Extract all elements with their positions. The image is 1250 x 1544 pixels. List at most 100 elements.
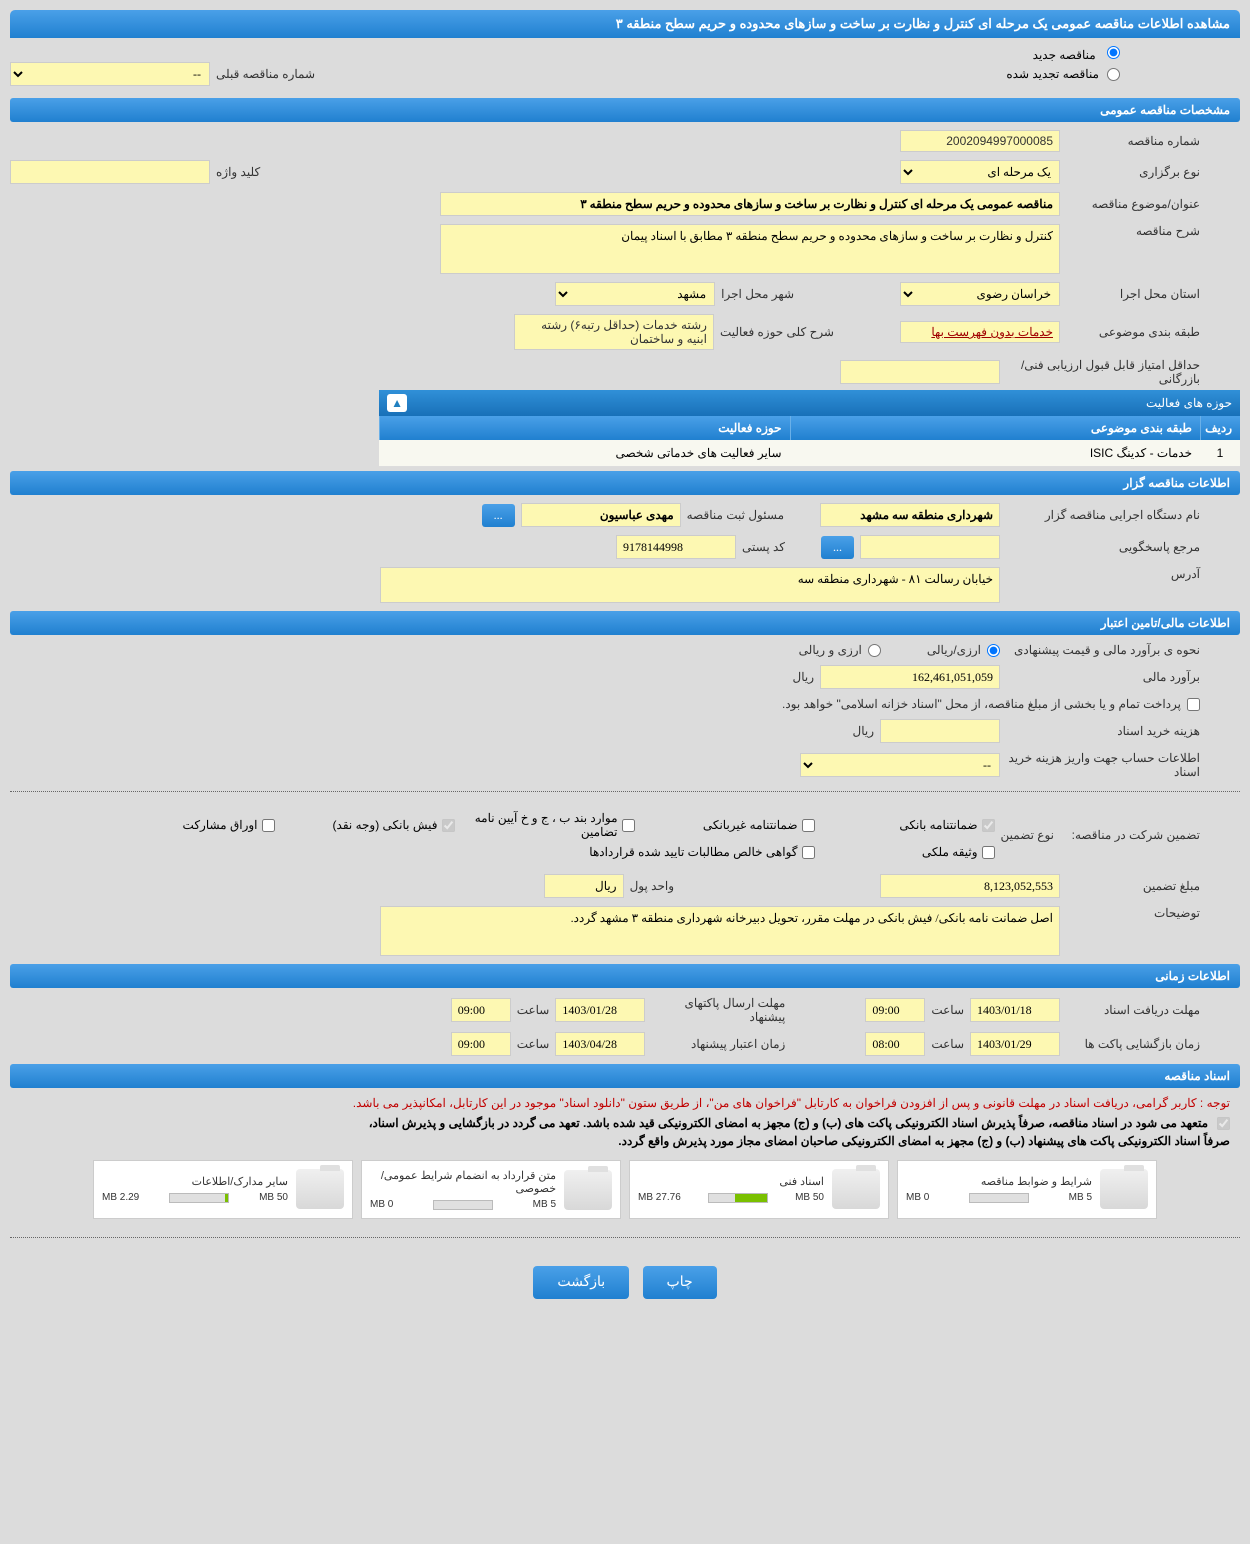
activity-general-label: شرح کلی حوزه فعالیت [714,325,840,339]
city-select[interactable]: مشهد [555,282,715,306]
table-row: 1 خدمات - کدینگ ISIC سایر فعالیت های خدم… [379,440,1240,467]
reg-officer-input[interactable] [521,503,681,527]
file-progress [169,1193,229,1203]
file-grid: شرایط و ضوابط مناقصه 5 MB 0 MB اسناد فنی… [10,1150,1240,1229]
open-time[interactable] [865,1032,925,1056]
file-card[interactable]: شرایط و ضوابط مناقصه 5 MB 0 MB [897,1160,1157,1219]
file-card[interactable]: اسناد فنی 50 MB 27.76 MB [629,1160,889,1219]
print-button[interactable]: چاپ [643,1266,717,1299]
folder-icon [296,1169,344,1209]
folder-icon [1100,1169,1148,1209]
chk-bank[interactable] [982,819,995,832]
doc-deadline-date[interactable] [970,998,1060,1022]
packet-send-date[interactable] [555,998,645,1022]
td-index: 1 [1200,440,1240,466]
estimate-input[interactable] [820,665,1000,689]
hour-label-1: ساعت [925,1003,970,1017]
pay-note-text: پرداخت تمام و یا بخشی از مبلغ مناقصه، از… [776,697,1187,711]
province-select[interactable]: خراسان رضوی [900,282,1060,306]
reg-officer-label: مسئول ثبت مناقصه [681,508,790,522]
collapse-icon[interactable]: ▲ [387,394,407,412]
section-timing: اطلاعات زمانی [10,964,1240,988]
th-area: حوزه فعالیت [379,416,790,440]
estimate-label: برآورد مالی [1000,670,1200,684]
more-button[interactable]: ... [482,504,515,527]
notes-label: توضیحات [1060,906,1200,920]
status-radios: مناقصه جدید مناقصه تجدید شده شماره مناقص… [10,38,1240,94]
commit-text-1: متعهد می شود در اسناد مناقصه، صرفاً پذیر… [365,1116,1212,1130]
doc-fee-unit: ریال [846,724,880,738]
g-amount-input[interactable] [880,874,1060,898]
doc-deadline-time[interactable] [865,998,925,1022]
estimate-method-label: نحوه ی برآورد مالی و قیمت پیشنهادی [1000,643,1200,657]
account-info-select[interactable]: -- [800,753,1000,777]
divider [10,791,1240,792]
chk-claims-label: گواهی خالص مطالبات تایید شده قراردادها [589,845,797,859]
chk-securities[interactable] [262,819,275,832]
address-textarea[interactable] [380,567,1000,603]
pay-note-check[interactable] [1187,698,1200,711]
file-total: 50 MB [259,1192,288,1203]
doc-fee-label: هزینه خرید اسناد [1000,724,1200,738]
radio-rial[interactable] [987,644,1000,657]
open-date[interactable] [970,1032,1060,1056]
keyword-label: کلید واژه [210,165,266,179]
hour-label-2: ساعت [511,1003,556,1017]
city-label: شهر محل اجرا [715,287,800,301]
back-button[interactable]: بازگشت [533,1266,629,1299]
valid-label: زمان اعتبار پیشنهاد [645,1037,785,1051]
radio-both-label: ارزی و ریالی [793,643,868,657]
notes-textarea[interactable] [380,906,1060,956]
commit-text-2: صرفاً اسناد الکترونیکی پاکت های پیشنهاد … [10,1132,1240,1150]
postal-code-label: کد پستی [736,540,791,554]
radio-both[interactable] [868,644,881,657]
subject-label: عنوان/موضوع مناقصه [1060,197,1200,211]
section-holder: اطلاعات مناقصه گزار [10,471,1240,495]
tender-no-value: 2002094997000085 [900,130,1060,152]
exec-org-input[interactable] [820,503,1000,527]
subject-input[interactable] [440,192,1060,216]
desc-label: شرح مناقصه [1060,224,1200,238]
address-label: آدرس [1000,567,1200,581]
response-ref-label: مرجع پاسخگویی [1000,540,1200,554]
section-financial: اطلاعات مالی/تامین اعتبار [10,611,1240,635]
file-card[interactable]: سایر مدارک/اطلاعات 50 MB 2.29 MB [93,1160,353,1219]
chk-property[interactable] [982,846,995,859]
response-ref-input[interactable] [860,535,1000,559]
currency-unit-input[interactable] [544,874,624,898]
chk-fish[interactable] [442,819,455,832]
file-total: 50 MB [795,1192,824,1203]
activities-subheader: حوزه های فعالیت ▲ [379,390,1240,416]
chk-bondterms[interactable] [622,819,635,832]
keyword-input[interactable] [10,160,210,184]
doc-fee-input[interactable] [880,719,1000,743]
packet-send-time[interactable] [451,998,511,1022]
chk-nonbank[interactable] [802,819,815,832]
activity-general-value: رشته خدمات (حداقل رتبه۶) رشته ابنیه و سا… [514,314,714,350]
activities-title: حوزه های فعالیت [1146,396,1232,410]
chk-claims[interactable] [802,846,815,859]
divider [10,1237,1240,1238]
file-progress [433,1200,493,1210]
radio-renewed[interactable] [1107,68,1120,81]
file-used: 2.29 MB [102,1192,139,1203]
radio-new[interactable] [1107,46,1120,59]
commit-check[interactable] [1217,1117,1230,1130]
category-label: طبقه بندی موضوعی [1060,325,1200,339]
min-score-input[interactable] [840,360,1000,384]
valid-time[interactable] [451,1032,511,1056]
file-title: اسناد فنی [638,1175,824,1188]
hold-type-select[interactable]: یک مرحله ای [900,160,1060,184]
open-label: زمان بازگشایی پاکت ها [1060,1037,1200,1051]
prev-number-select[interactable]: -- [10,62,210,86]
hour-label-4: ساعت [511,1037,556,1051]
file-used: 0 MB [370,1199,393,1210]
valid-date[interactable] [555,1032,645,1056]
min-score-label: حداقل امتیاز قابل قبول ارزیابی فنی/بازرگ… [1000,358,1200,386]
th-index: ردیف [1200,416,1240,440]
th-category: طبقه بندی موضوعی [790,416,1201,440]
file-card[interactable]: متن قرارداد به انضمام شرایط عمومی/خصوصی … [361,1160,621,1219]
response-more-button[interactable]: ... [821,536,854,559]
desc-textarea[interactable] [440,224,1060,274]
postal-code-input[interactable] [616,535,736,559]
